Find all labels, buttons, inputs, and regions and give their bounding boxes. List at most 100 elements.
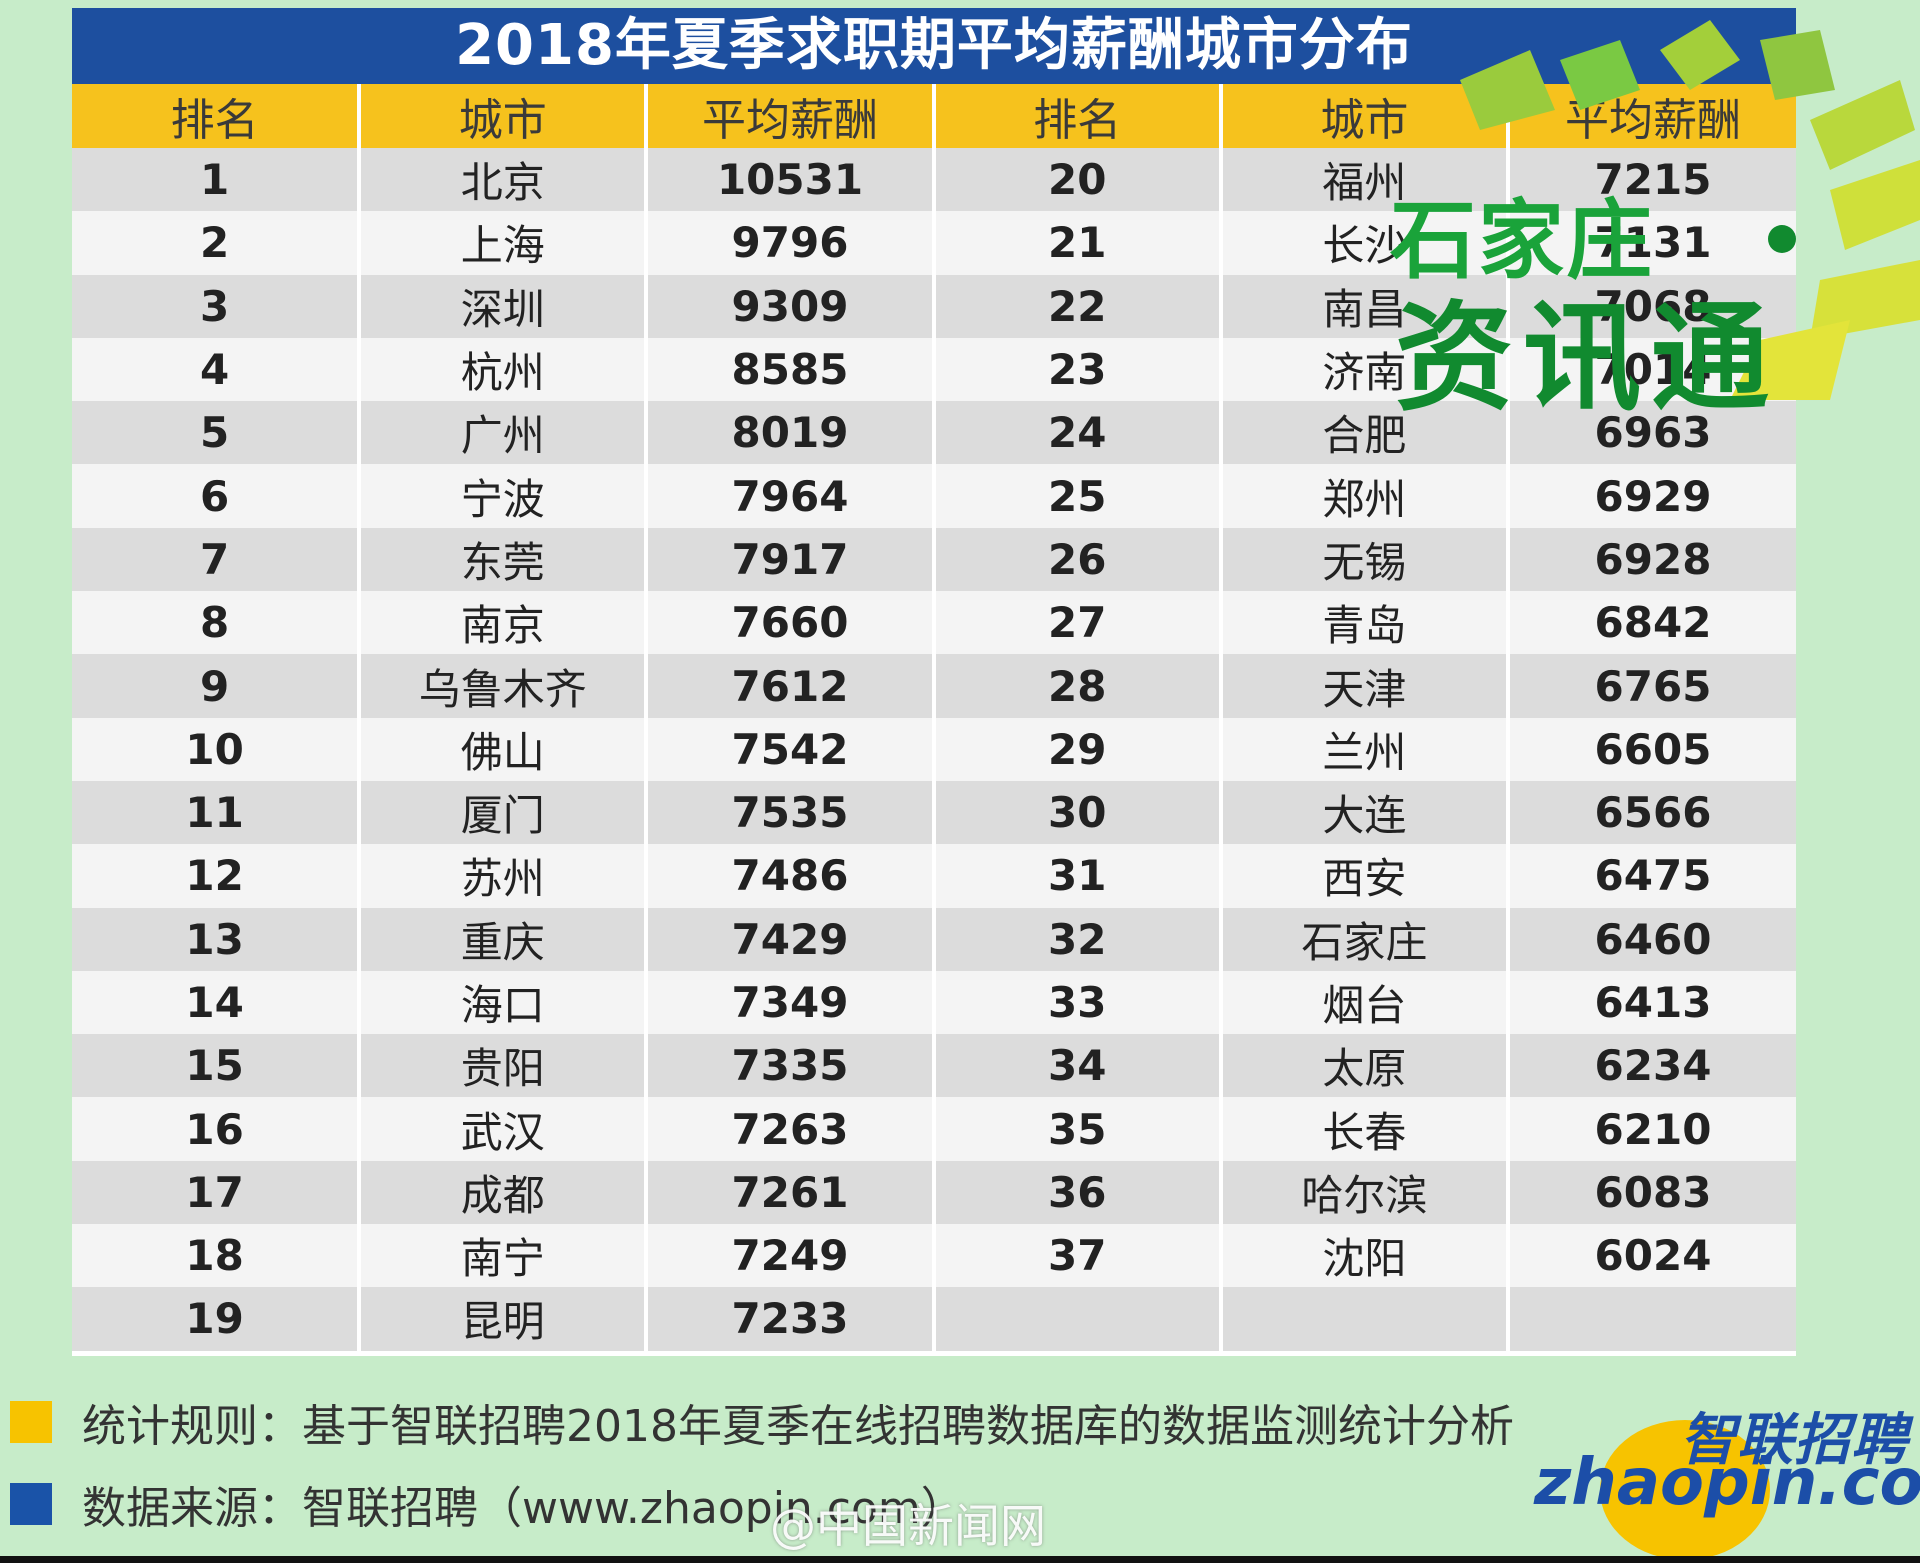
city-cell-2: 无锡 — [1218, 527, 1509, 592]
city-cell-2: 南昌 — [1218, 274, 1509, 338]
salary-cell-2: 6413 — [1506, 970, 1796, 1035]
salary-cell: 7486 — [644, 844, 934, 908]
salary-cell-2: 6234 — [1506, 1034, 1796, 1098]
city-cell-2: 西安 — [1218, 844, 1509, 908]
city-cell-2: 郑州 — [1218, 464, 1509, 528]
city-cell: 贵阳 — [357, 1034, 647, 1098]
rank-cell: 18 — [72, 1224, 360, 1288]
city-cell-2: 长春 — [1218, 1097, 1509, 1161]
salary-cell: 7249 — [644, 1224, 934, 1288]
rank-cell-2: 20 — [931, 148, 1221, 212]
city-cell-2: 大连 — [1218, 780, 1509, 845]
city-cell: 乌鲁木齐 — [357, 654, 647, 718]
bottom-divider — [0, 1556, 1920, 1563]
salary-cell: 7660 — [644, 591, 934, 655]
salary-cell: 7612 — [644, 654, 934, 718]
rank-cell: 8 — [72, 591, 360, 655]
table-row: 15 贵阳 7335 34 太原 6234 — [72, 1034, 1796, 1098]
salary-cell: 7542 — [644, 717, 934, 781]
rank-cell-2: 31 — [931, 844, 1221, 908]
table-row: 11 厦门 7535 30 大连 6566 — [72, 780, 1796, 845]
rank-cell-2: 24 — [931, 401, 1221, 465]
watermark-logo-line1: 石家庄 — [1390, 191, 1654, 291]
rank-cell: 7 — [72, 527, 360, 592]
rank-cell: 13 — [72, 907, 360, 971]
rank-cell: 2 — [72, 211, 360, 275]
rank-cell: 9 — [72, 654, 360, 718]
city-cell: 重庆 — [357, 907, 647, 971]
rank-cell-2: 25 — [931, 464, 1221, 528]
table-row: 2 上海 9796 21 长沙 7131 — [72, 211, 1796, 275]
table-row: 18 南宁 7249 37 沈阳 6024 — [72, 1224, 1796, 1288]
city-cell: 苏州 — [357, 844, 647, 908]
rank-cell-2: 34 — [931, 1034, 1221, 1098]
sunburst-logo-icon — [1460, 20, 1920, 400]
salary-cell: 9309 — [644, 274, 934, 338]
city-cell: 广州 — [357, 401, 647, 465]
rank-cell-2: 23 — [931, 337, 1221, 402]
city-cell: 厦门 — [357, 780, 647, 845]
city-cell: 深圳 — [357, 274, 647, 338]
city-cell: 东莞 — [357, 527, 647, 592]
header-salary: 平均薪酬 — [644, 84, 934, 148]
salary-cell: 7964 — [644, 464, 934, 528]
rank-cell-2: 22 — [931, 274, 1221, 338]
salary-cell-2: 6024 — [1506, 1224, 1796, 1288]
city-cell-2: 天津 — [1218, 654, 1509, 718]
salary-cell: 7263 — [644, 1097, 934, 1161]
salary-cell-2: 6929 — [1506, 464, 1796, 528]
salary-cell-2: 6963 — [1506, 401, 1796, 465]
table-row: 8 南京 7660 27 青岛 6842 — [72, 591, 1796, 655]
salary-cell-2: 6475 — [1506, 844, 1796, 908]
table-row: 16 武汉 7263 35 长春 6210 — [72, 1097, 1796, 1161]
city-cell: 南宁 — [357, 1224, 647, 1288]
city-cell: 杭州 — [357, 337, 647, 402]
table-row: 3 深圳 9309 22 南昌 7068 — [72, 274, 1796, 338]
rank-cell-2: 28 — [931, 654, 1221, 718]
salary-cell: 8585 — [644, 337, 934, 402]
city-cell-2: 石家庄 — [1218, 907, 1509, 971]
table-row: 19 昆明 7233 — [72, 1287, 1796, 1351]
rank-cell-2: 21 — [931, 211, 1221, 275]
city-cell-2 — [1218, 1287, 1509, 1351]
rank-cell: 1 — [72, 148, 360, 212]
table-row: 14 海口 7349 33 烟台 6413 — [72, 970, 1796, 1035]
header-salary-2: 平均薪酬 — [1506, 84, 1796, 148]
table-row: 6 宁波 7964 25 郑州 6929 — [72, 464, 1796, 528]
table-row: 9 乌鲁木齐 7612 28 天津 6765 — [72, 654, 1796, 718]
table-row: 10 佛山 7542 29 兰州 6605 — [72, 717, 1796, 781]
salary-cell-2: 6460 — [1506, 907, 1796, 971]
rank-cell: 11 — [72, 780, 360, 845]
rank-cell: 4 — [72, 337, 360, 402]
rank-cell-2: 30 — [931, 780, 1221, 845]
rank-cell: 17 — [72, 1160, 360, 1225]
table-row: 17 成都 7261 36 哈尔滨 6083 — [72, 1160, 1796, 1225]
legend-source-text: 数据来源：智联招聘（www.zhaopin.com） — [82, 1483, 965, 1534]
salary-cell-2: 6842 — [1506, 591, 1796, 655]
city-cell: 海口 — [357, 970, 647, 1035]
table-row: 13 重庆 7429 32 石家庄 6460 — [72, 907, 1796, 971]
city-cell: 佛山 — [357, 717, 647, 781]
rank-cell-2: 32 — [931, 907, 1221, 971]
weibo-watermark: @中国新闻网 — [770, 1499, 1046, 1553]
salary-cell-2 — [1506, 1287, 1796, 1351]
rank-cell-2: 35 — [931, 1097, 1221, 1161]
city-cell: 武汉 — [357, 1097, 647, 1161]
city-cell-2: 合肥 — [1218, 401, 1509, 465]
table-row: 1 北京 10531 20 福州 7215 — [72, 148, 1796, 212]
salary-cell-2: 6928 — [1506, 527, 1796, 592]
rank-cell: 15 — [72, 1034, 360, 1098]
rank-cell: 16 — [72, 1097, 360, 1161]
salary-cell: 7261 — [644, 1160, 934, 1225]
city-cell-2: 福州 — [1218, 148, 1509, 212]
table-row: 12 苏州 7486 31 西安 6475 — [72, 844, 1796, 908]
rank-cell-2: 29 — [931, 717, 1221, 781]
rank-cell-2: 36 — [931, 1160, 1221, 1225]
city-cell-2: 青岛 — [1218, 591, 1509, 655]
rank-cell: 5 — [72, 401, 360, 465]
table-row: 7 东莞 7917 26 无锡 6928 — [72, 527, 1796, 592]
rank-cell: 3 — [72, 274, 360, 338]
city-cell-2: 沈阳 — [1218, 1224, 1509, 1288]
brand-name-cn: 智联招聘 — [1680, 1408, 1908, 1473]
rank-cell: 14 — [72, 970, 360, 1035]
